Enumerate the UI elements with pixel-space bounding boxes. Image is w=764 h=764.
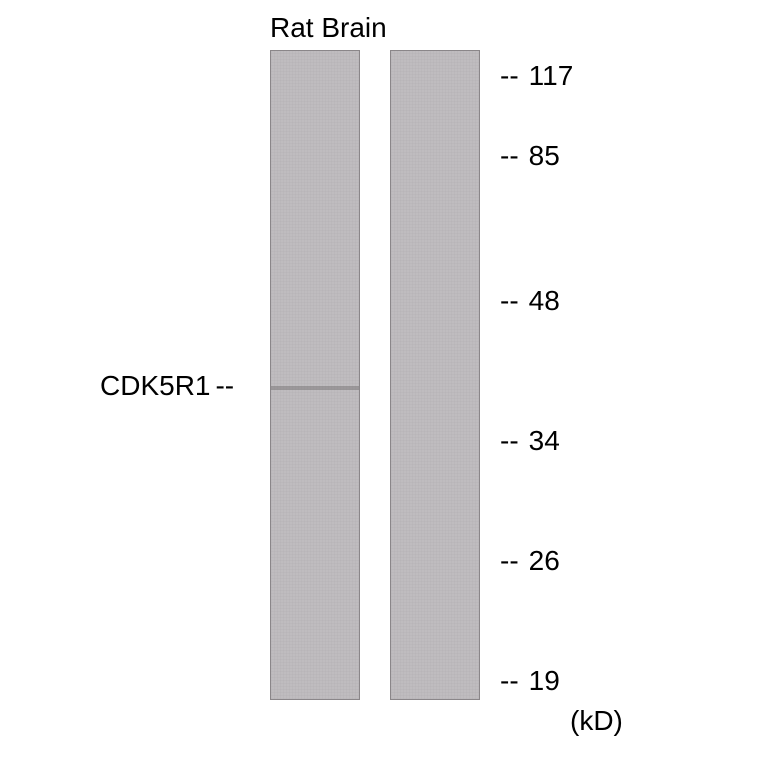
- western-blot-figure: Rat Brain CDK5R1-- --117 --85 --48 --34 …: [0, 0, 764, 764]
- marker-value: 117: [529, 60, 574, 91]
- marker-tick: --: [500, 285, 519, 316]
- marker-value: 85: [529, 140, 560, 171]
- marker-value: 19: [529, 665, 560, 696]
- marker-tick: --: [500, 60, 519, 91]
- marker-tick: --: [500, 665, 519, 696]
- protein-label-tick: --: [215, 370, 234, 402]
- blot-lane-1: [270, 50, 360, 700]
- molecular-weight-marker: -- 19: [500, 665, 560, 697]
- molecular-weight-marker: -- 26: [500, 545, 560, 577]
- marker-value: 26: [529, 545, 560, 576]
- sample-label: Rat Brain: [270, 12, 387, 44]
- marker-value: 48: [529, 285, 560, 316]
- molecular-weight-marker: -- 34: [500, 425, 560, 457]
- molecular-weight-marker: -- 117: [500, 60, 573, 92]
- unit-label: (kD): [570, 705, 623, 737]
- marker-value: 34: [529, 425, 560, 456]
- protein-band: [271, 386, 359, 390]
- molecular-weight-marker: -- 85: [500, 140, 560, 172]
- marker-tick: --: [500, 140, 519, 171]
- protein-label-text: CDK5R1: [100, 370, 210, 401]
- protein-label: CDK5R1--: [100, 370, 234, 402]
- blot-lane-2: [390, 50, 480, 700]
- marker-tick: --: [500, 545, 519, 576]
- marker-tick: --: [500, 425, 519, 456]
- molecular-weight-marker: -- 48: [500, 285, 560, 317]
